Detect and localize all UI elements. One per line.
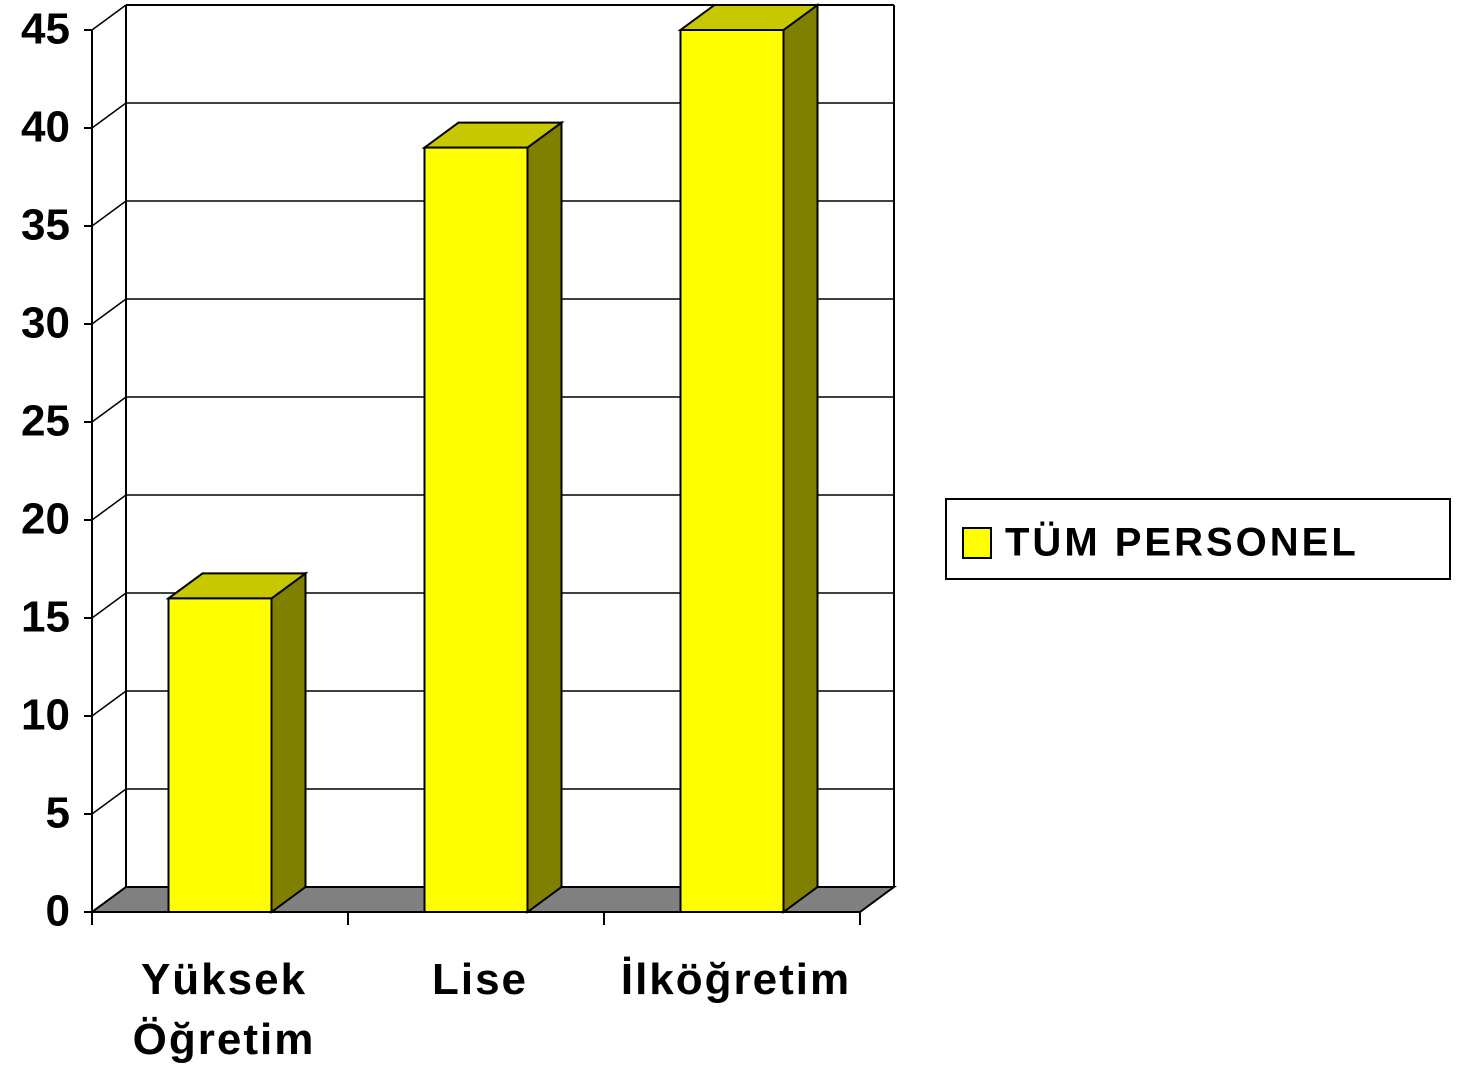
bar [167, 597, 273, 914]
y-tick-label: 15 [21, 593, 70, 642]
side-grid-line [91, 396, 127, 423]
y-tick-label: 5 [46, 789, 70, 838]
y-tick-label: 30 [21, 299, 70, 348]
bar-side [270, 571, 307, 914]
side-grid-line [91, 886, 127, 913]
y-tick-label: 0 [46, 887, 70, 936]
y-tick-label: 40 [21, 103, 70, 152]
x-tick-label: Yüksek Öğretim [132, 955, 316, 1064]
side-grid-line [91, 690, 127, 717]
x-tick-label: Lise [431, 955, 529, 1004]
bar [423, 146, 529, 914]
y-tick-label: 45 [21, 5, 70, 54]
side-grid-line [91, 788, 127, 815]
bar-side [526, 120, 563, 914]
x-tick-label: İlköğretim [620, 955, 852, 1004]
side-grid-line [91, 102, 127, 129]
bar-side [782, 3, 819, 914]
side-grid-line [91, 4, 127, 31]
bar [679, 29, 785, 913]
y-tick-label: 35 [21, 201, 70, 250]
legend-label: TÜM PERSONEL [1005, 520, 1359, 565]
legend-swatch [962, 527, 992, 559]
y-tick-label: 25 [21, 397, 70, 446]
side-grid-line [91, 298, 127, 325]
legend-box [945, 498, 1451, 580]
side-grid-line [91, 592, 127, 619]
y-tick-label: 20 [21, 495, 70, 544]
side-grid-line [91, 200, 127, 227]
y-tick-label: 10 [21, 691, 70, 740]
side-grid-line [91, 494, 127, 521]
